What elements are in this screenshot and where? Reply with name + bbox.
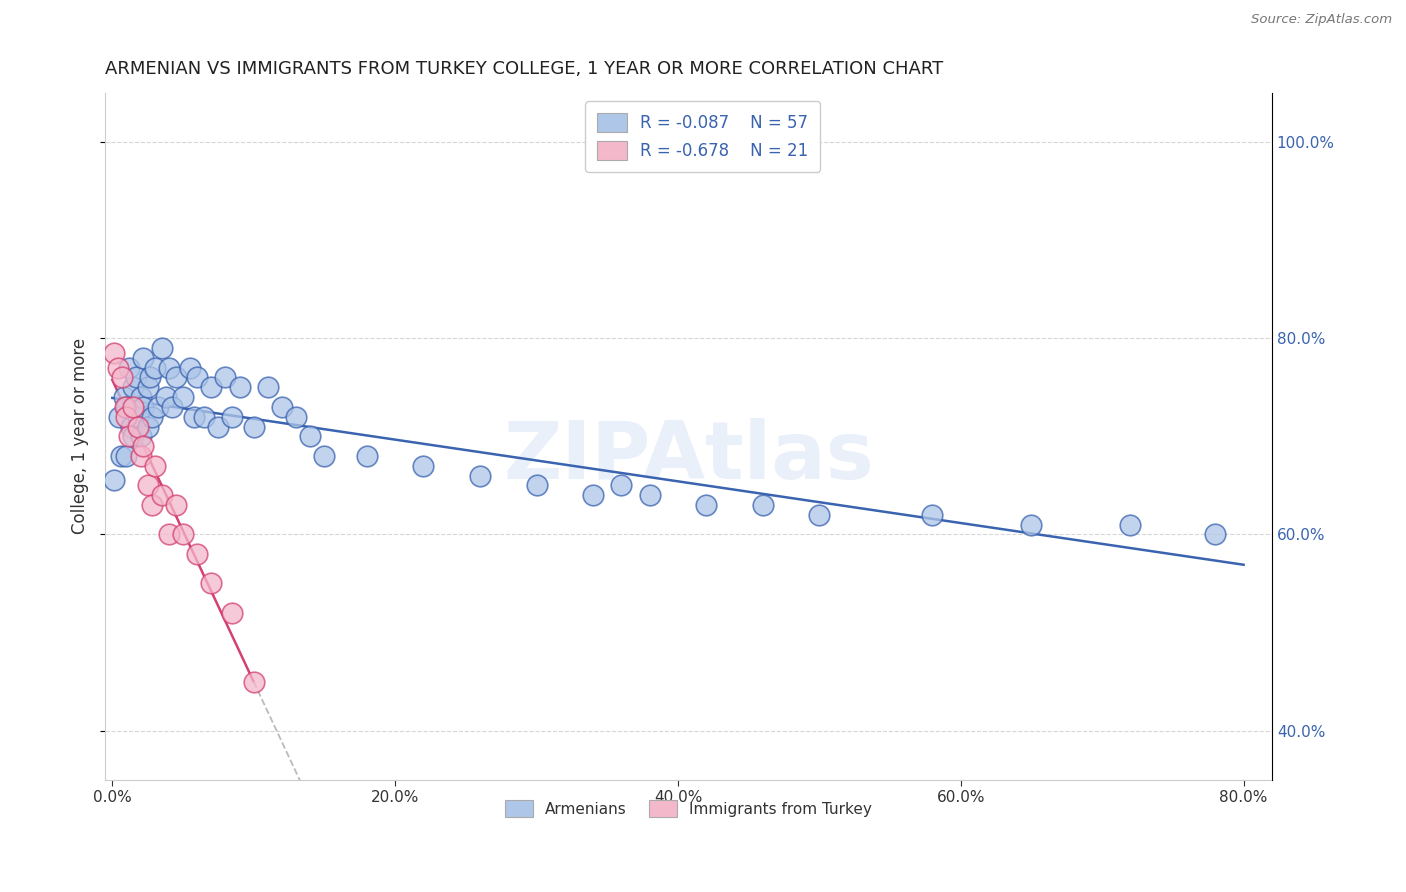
Point — [200, 380, 222, 394]
Point — [108, 409, 131, 424]
Point — [356, 449, 378, 463]
Point — [141, 498, 163, 512]
Point — [155, 390, 177, 404]
Point — [115, 400, 138, 414]
Text: ZIPAtlas: ZIPAtlas — [503, 418, 875, 496]
Point — [115, 449, 138, 463]
Point — [165, 370, 187, 384]
Point — [136, 478, 159, 492]
Point — [207, 419, 229, 434]
Point — [256, 380, 278, 394]
Point — [1119, 517, 1142, 532]
Point — [125, 370, 148, 384]
Point — [136, 419, 159, 434]
Text: Source: ZipAtlas.com: Source: ZipAtlas.com — [1251, 13, 1392, 27]
Point — [118, 360, 141, 375]
Point — [638, 488, 661, 502]
Point — [228, 380, 250, 394]
Point — [139, 370, 162, 384]
Point — [127, 409, 149, 424]
Point — [193, 409, 215, 424]
Point — [186, 547, 208, 561]
Point — [122, 400, 145, 414]
Point — [160, 400, 183, 414]
Point — [186, 370, 208, 384]
Point — [179, 360, 201, 375]
Point — [103, 474, 125, 488]
Point — [122, 429, 145, 443]
Point — [172, 390, 194, 404]
Point — [132, 439, 155, 453]
Point — [808, 508, 831, 522]
Point — [285, 409, 308, 424]
Point — [221, 409, 243, 424]
Point — [146, 400, 169, 414]
Point — [118, 429, 141, 443]
Point — [122, 380, 145, 394]
Point — [132, 351, 155, 365]
Point — [468, 468, 491, 483]
Point — [165, 498, 187, 512]
Point — [143, 458, 166, 473]
Point — [132, 400, 155, 414]
Point — [172, 527, 194, 541]
Point — [129, 390, 152, 404]
Point — [127, 419, 149, 434]
Point — [129, 429, 152, 443]
Point — [314, 449, 336, 463]
Point — [200, 576, 222, 591]
Point — [114, 400, 136, 414]
Point — [107, 360, 129, 375]
Point — [221, 606, 243, 620]
Text: ARMENIAN VS IMMIGRANTS FROM TURKEY COLLEGE, 1 YEAR OR MORE CORRELATION CHART: ARMENIAN VS IMMIGRANTS FROM TURKEY COLLE… — [105, 60, 943, 78]
Point — [242, 674, 264, 689]
Point — [115, 409, 138, 424]
Point — [183, 409, 205, 424]
Point — [143, 360, 166, 375]
Point — [412, 458, 434, 473]
Point — [157, 527, 180, 541]
Point — [610, 478, 633, 492]
Point — [242, 419, 264, 434]
Point — [112, 390, 135, 404]
Point — [111, 370, 134, 384]
Point — [271, 400, 294, 414]
Point — [299, 429, 322, 443]
Point — [526, 478, 548, 492]
Point — [120, 419, 142, 434]
Point — [582, 488, 605, 502]
Point — [157, 360, 180, 375]
Point — [752, 498, 775, 512]
Point — [136, 380, 159, 394]
Point — [103, 346, 125, 360]
Point — [214, 370, 236, 384]
Point — [921, 508, 943, 522]
Point — [129, 449, 152, 463]
Point — [1021, 517, 1043, 532]
Point — [110, 449, 132, 463]
Point — [141, 409, 163, 424]
Point — [150, 488, 173, 502]
Y-axis label: College, 1 year or more: College, 1 year or more — [72, 338, 89, 534]
Point — [150, 341, 173, 355]
Point — [1204, 527, 1226, 541]
Point — [695, 498, 717, 512]
Legend: Armenians, Immigrants from Turkey: Armenians, Immigrants from Turkey — [499, 794, 879, 823]
